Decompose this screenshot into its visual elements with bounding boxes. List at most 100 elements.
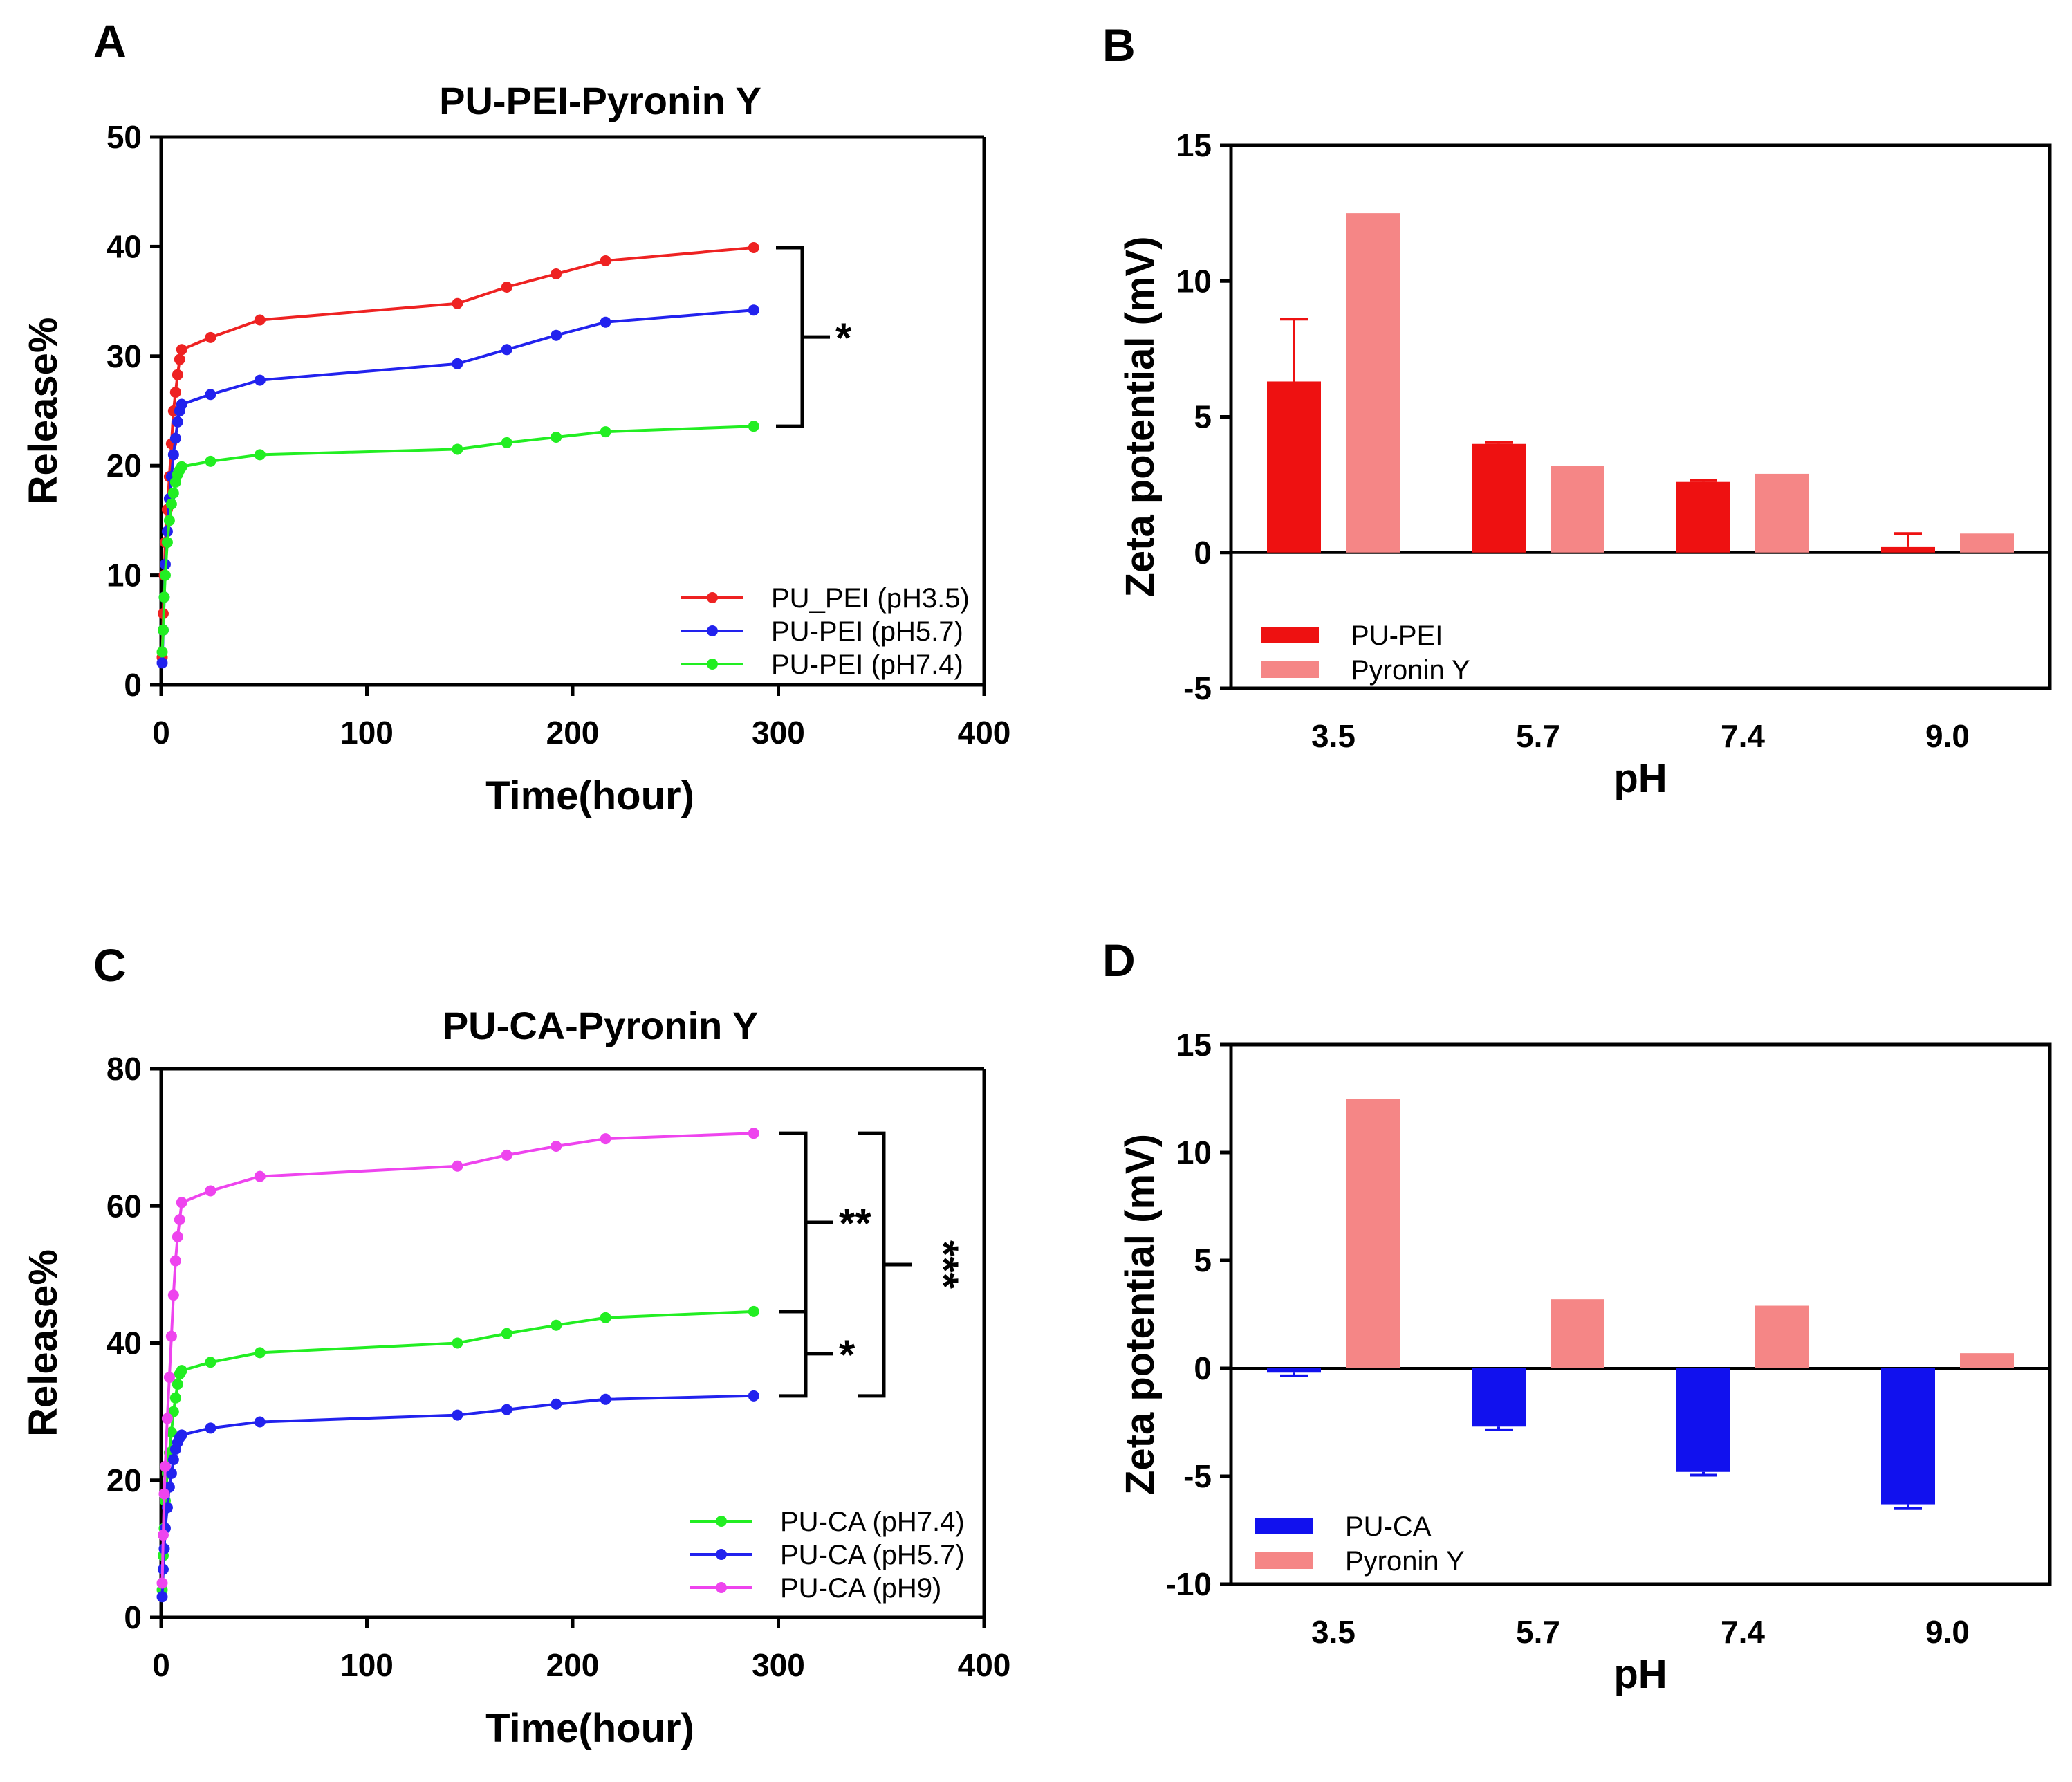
data-point — [167, 1289, 179, 1301]
series-line — [160, 1394, 754, 1597]
legend-label: PU-PEI (pH5.7) — [771, 616, 963, 647]
data-point — [501, 1404, 512, 1415]
x-tick-label: 7.4 — [1721, 1614, 1765, 1650]
y-tick-label: 10 — [107, 558, 142, 594]
data-point — [176, 1365, 187, 1377]
data-point — [748, 304, 759, 316]
data-point — [551, 1141, 562, 1152]
bar-pu-pei — [1676, 481, 1730, 553]
x-tick-label: 200 — [546, 715, 600, 751]
data-point — [176, 461, 187, 472]
bar-pyronin-y — [1346, 213, 1400, 553]
data-point — [501, 1149, 512, 1161]
chart-b-zeta-pu-pei: -5 0 5 10 15 3.5 5.7 7.4 9.0 pH Zeta potential (mV… — [1118, 127, 2052, 801]
legend-marker — [716, 1516, 727, 1527]
y-tick-label: 20 — [107, 448, 142, 484]
bracket-line — [858, 1131, 886, 1398]
legend-label: PU-PEI (pH7.4) — [771, 650, 963, 680]
x-tick-label: 400 — [958, 715, 1011, 751]
data-point — [156, 1577, 168, 1589]
data-point — [254, 1347, 266, 1359]
data-point — [551, 268, 562, 279]
legend-label: PU_PEI (pH3.5) — [771, 583, 970, 614]
series-line — [160, 1310, 754, 1590]
data-point — [600, 1312, 611, 1323]
bar-pyronin-y — [1551, 1299, 1604, 1368]
x-tick-label: 300 — [752, 715, 805, 751]
data-point — [172, 1378, 183, 1390]
x-tick-label: 3.5 — [1311, 1614, 1356, 1650]
x-tick-label: 200 — [546, 1647, 600, 1683]
data-point — [169, 1255, 181, 1267]
bar-pu-pei — [1267, 381, 1321, 553]
legend-marker — [707, 625, 718, 636]
data-point — [254, 374, 266, 386]
chart-c-release-pu-ca: PU-CA-Pyronin Y 0 100 200 300 400 0 20 40 60 80 Tim… — [21, 1004, 1010, 1751]
bar-pyronin-y — [1960, 1353, 2014, 1368]
x-tick-label: 100 — [340, 1647, 394, 1683]
series-pu-ca-ph9 — [156, 1128, 759, 1589]
data-point — [551, 329, 562, 341]
data-point — [452, 297, 463, 309]
data-point — [452, 1409, 463, 1421]
data-point — [165, 1426, 177, 1438]
data-point — [172, 416, 183, 428]
y-tick-label: 5 — [1194, 1242, 1212, 1278]
y-axis-label: Zeta potential (mV) — [1118, 1134, 1163, 1495]
legend-label: PU-CA (pH9) — [780, 1573, 941, 1604]
y-tick-label: -10 — [1166, 1566, 1212, 1602]
data-point — [205, 455, 216, 467]
bar-pu-ca — [1881, 1368, 1935, 1505]
series-pu-ca-ph7-4 — [156, 1305, 759, 1596]
data-point — [156, 1591, 168, 1603]
panel-letter-d: D — [1102, 935, 1136, 986]
significance-bracket: * — [779, 1310, 855, 1398]
x-tick-label: 5.7 — [1516, 718, 1560, 754]
bar-pu-pei — [1472, 443, 1526, 553]
significance-label: * — [839, 1332, 855, 1378]
y-tick-label: 20 — [107, 1462, 142, 1498]
legend-label: PU-CA — [1345, 1512, 1432, 1542]
data-point — [176, 1197, 187, 1209]
data-point — [452, 1337, 463, 1349]
legend-label: Pyronin Y — [1351, 655, 1470, 686]
data-point — [158, 1488, 170, 1500]
chart-title: PU-CA-Pyronin Y — [443, 1004, 758, 1047]
bracket-line — [779, 1131, 808, 1314]
y-axis-label: Release% — [21, 1249, 66, 1437]
data-point — [176, 398, 187, 410]
data-point — [165, 1330, 177, 1342]
chart-title: PU-PEI-Pyronin Y — [439, 79, 761, 122]
y-tick-label: 40 — [107, 1325, 142, 1361]
data-point — [254, 1170, 266, 1182]
y-axis-label: Release% — [21, 318, 66, 505]
y-tick-label: 40 — [107, 228, 142, 264]
data-point — [163, 515, 175, 526]
y-tick-label: 60 — [107, 1188, 142, 1224]
legend-swatch — [1255, 1552, 1313, 1569]
legend-label: PU-CA (pH7.4) — [780, 1507, 965, 1537]
bar-pu-pei — [1881, 546, 1935, 553]
x-tick-label: 3.5 — [1311, 718, 1356, 754]
data-point — [254, 1416, 266, 1428]
data-point — [176, 1429, 187, 1441]
data-point — [157, 624, 169, 636]
y-tick-label: 0 — [124, 667, 142, 703]
legend-marker — [716, 1549, 727, 1560]
x-tick-label: 300 — [752, 1647, 805, 1683]
data-point — [205, 389, 216, 401]
data-point — [748, 421, 759, 432]
y-tick-label: 80 — [107, 1051, 142, 1087]
panel-letter-a: A — [93, 15, 127, 66]
legend-marker — [716, 1582, 727, 1593]
data-point — [165, 498, 177, 510]
x-tick-label: 0 — [152, 715, 170, 751]
data-point — [551, 1398, 562, 1410]
x-tick-label: 5.7 — [1516, 1614, 1560, 1650]
significance-label: ** — [839, 1200, 871, 1247]
data-point — [159, 569, 171, 581]
data-point — [501, 1328, 512, 1339]
data-point — [748, 1305, 759, 1317]
data-point — [172, 1231, 183, 1242]
y-axis-label: Zeta potential (mV) — [1118, 236, 1163, 597]
